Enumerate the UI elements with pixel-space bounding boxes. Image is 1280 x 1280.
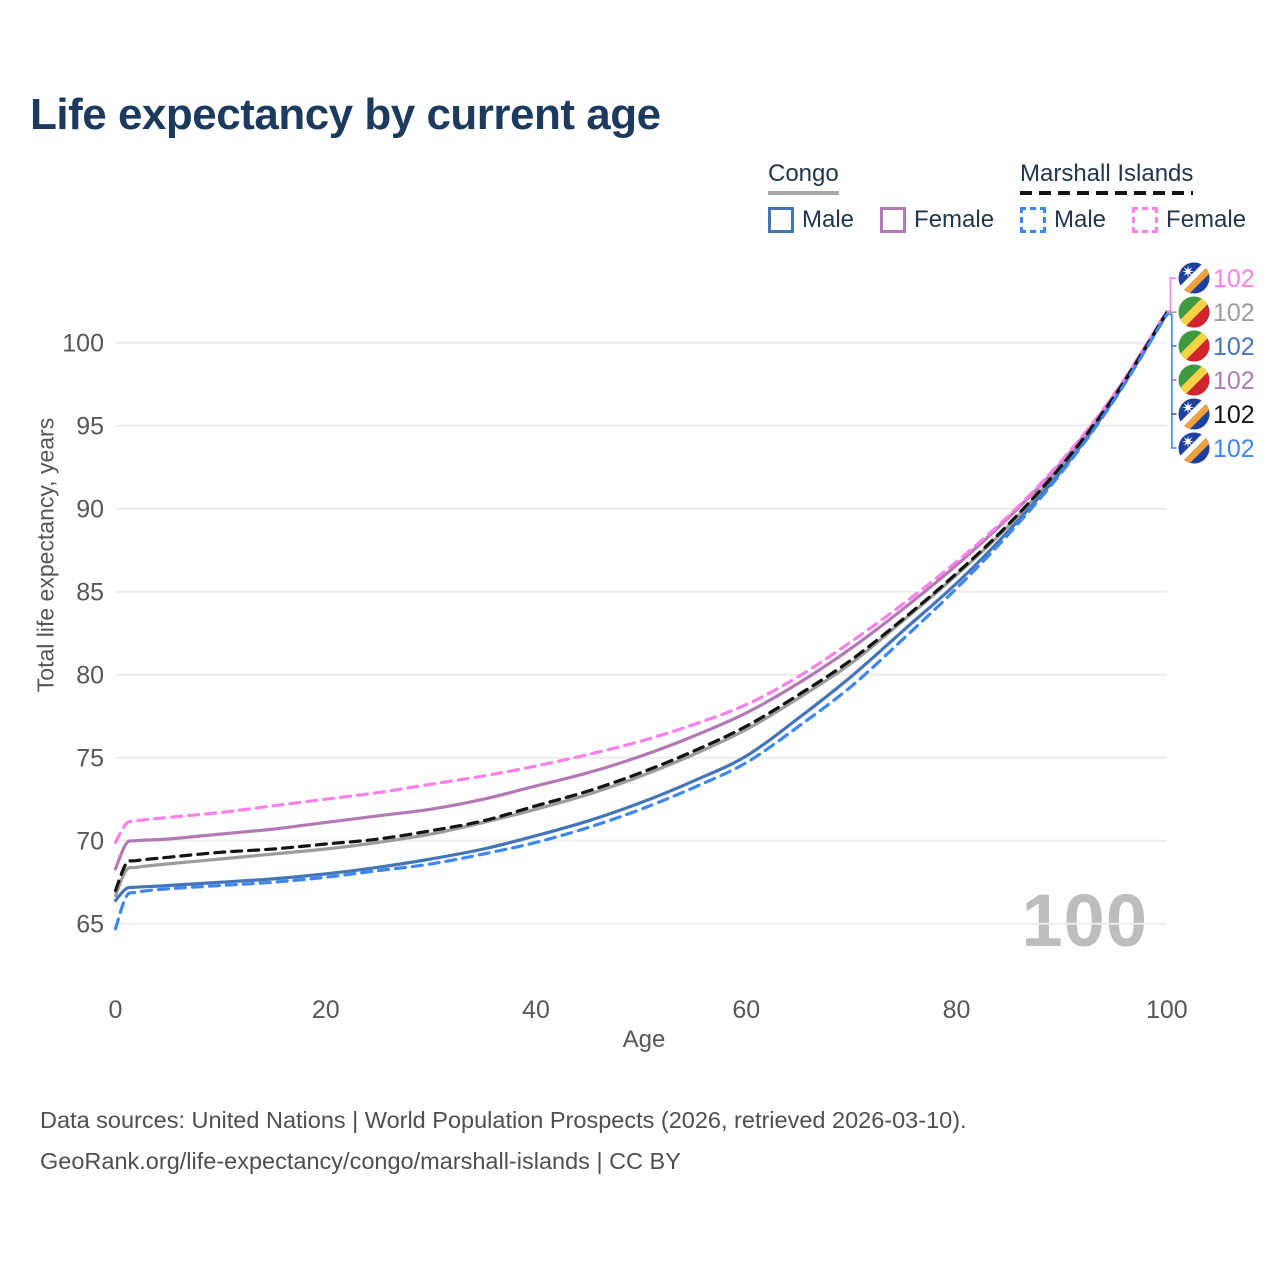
congo-flag-icon [1178, 330, 1210, 362]
label-connector-marshall-female [1166, 277, 1177, 312]
legend-item-marshall-male: Male [1020, 206, 1106, 234]
series-line-congo-all [113, 311, 1169, 898]
legend-underline-marshall [1020, 191, 1194, 195]
y-axis-title: Total life expectancy, years [32, 417, 59, 693]
legend-item-marshall-female: Female [1132, 206, 1246, 234]
series-line-marshall-female [113, 309, 1169, 844]
congo-flag-icon [1178, 364, 1210, 396]
x-axis-title: Age [622, 1026, 666, 1053]
footer-data-sources: Data sources: United Nations | World Pop… [40, 1107, 967, 1133]
page-title: Life expectancy by current age [30, 90, 661, 139]
legend-group-congo: Congo Male Female [768, 160, 994, 234]
y-tick-label: 75 [76, 745, 104, 773]
legend-swatch-marshall-male [1020, 207, 1046, 233]
footer-attribution: GeoRank.org/life-expectancy/congo/marsha… [40, 1148, 681, 1174]
footer: Data sources: United Nations | World Pop… [40, 1100, 967, 1182]
end-value-marshall-all: 102 [1213, 401, 1255, 429]
x-tick-label: 20 [312, 996, 340, 1024]
legend-country-label-marshall-islands: Marshall Islands [1020, 160, 1194, 187]
y-tick-label: 65 [76, 911, 104, 939]
legend-swatch-marshall-female [1132, 207, 1159, 233]
label-connector-marshall-male [1166, 313, 1177, 449]
x-tick-label: 100 [1146, 996, 1188, 1024]
legend-item-label: Male [1054, 206, 1107, 233]
y-tick-label: 85 [76, 579, 104, 607]
marshall-islands-flag-icon [1178, 432, 1210, 464]
congo-flag-icon [1178, 296, 1210, 328]
legend-item-label: Female [914, 206, 995, 233]
legend-group-marshall-islands: Marshall Islands Male Female [1020, 160, 1246, 234]
end-value-congo-male: 102 [1213, 333, 1255, 361]
end-value-marshall-male: 102 [1213, 435, 1255, 463]
marshall-islands-flag-icon [1178, 262, 1210, 294]
x-tick-label: 0 [109, 996, 123, 1024]
y-tick-label: 70 [76, 828, 104, 856]
y-tick-label: 90 [76, 496, 104, 524]
legend-swatch-congo-male [768, 207, 794, 233]
end-value-congo-all: 102 [1213, 299, 1255, 327]
watermark-age-100: 100 [1021, 879, 1148, 962]
y-tick-label: 95 [76, 413, 104, 441]
series-line-marshall-all [113, 311, 1169, 893]
legend-swatch-congo-female [880, 207, 907, 233]
series-line-congo-female [113, 310, 1169, 871]
end-value-marshall-female: 102 [1213, 265, 1255, 293]
legend-country-label-congo: Congo [768, 160, 839, 187]
legend-item-congo-male: Male [768, 206, 854, 234]
end-value-congo-female: 102 [1213, 367, 1255, 395]
series-line-congo-male [113, 312, 1169, 903]
legend-item-label: Male [802, 206, 855, 233]
marshall-islands-flag-icon [1178, 398, 1210, 430]
y-tick-label: 80 [76, 662, 104, 690]
y-tick-label: 100 [62, 330, 104, 358]
legend-underline-congo [768, 191, 839, 195]
x-tick-label: 60 [732, 996, 760, 1024]
series-line-marshall-male [113, 312, 1169, 931]
legend-item-label: Female [1166, 206, 1247, 233]
label-connector-congo-all [1166, 311, 1177, 314]
x-tick-label: 40 [522, 996, 550, 1024]
x-tick-label: 80 [943, 996, 971, 1024]
legend-item-congo-female: Female [880, 206, 994, 234]
